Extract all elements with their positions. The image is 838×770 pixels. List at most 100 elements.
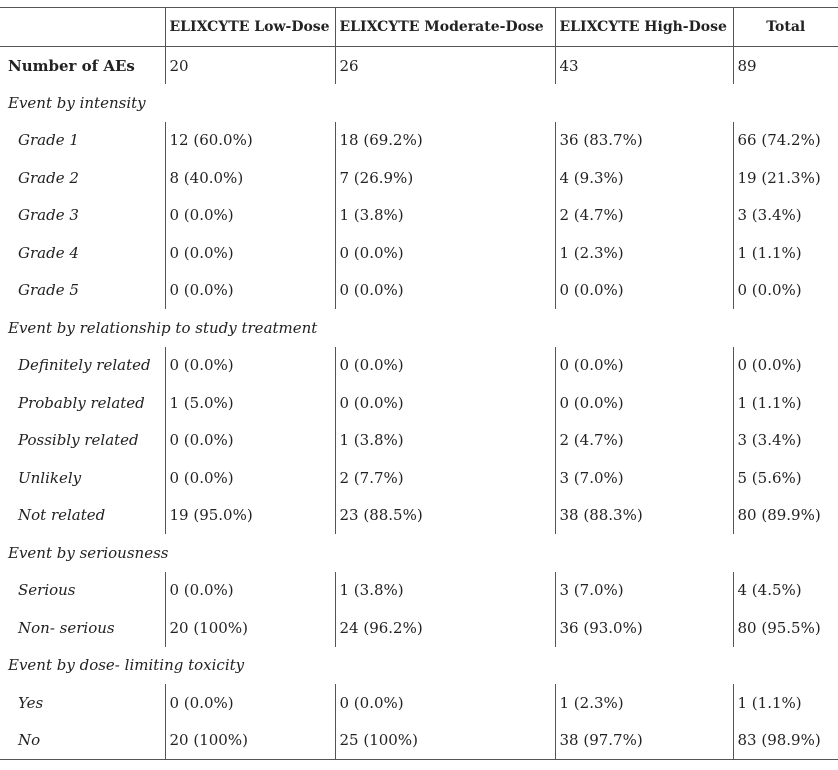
row-label: Probably related bbox=[18, 393, 145, 412]
cell-value: 4 (4.5%) bbox=[732, 571, 838, 609]
row-label: Grade 1 bbox=[18, 131, 79, 150]
cell-value: 0 (0.0%) bbox=[334, 346, 555, 384]
cell-value: 0 (0.0%) bbox=[554, 346, 733, 384]
cell-value: 38 (88.3%) bbox=[554, 496, 733, 534]
table-row: Number of AEs 20 26 43 89 bbox=[0, 46, 838, 84]
table-row: Yes 0 (0.0%) 0 (0.0%) 1 (2.3%) 1 (1.1%) bbox=[0, 684, 838, 722]
cell-value: 24 (96.2%) bbox=[334, 609, 555, 647]
cell-value: 1 (3.8%) bbox=[334, 196, 555, 234]
row-label: Grade 3 bbox=[18, 206, 79, 225]
cell-value: 0 (0.0%) bbox=[164, 421, 335, 459]
column-header: Total bbox=[732, 7, 838, 47]
table-row: Grade 3 0 (0.0%) 1 (3.8%) 2 (4.7%) 3 (3.4%) bbox=[0, 196, 838, 234]
cell-value: 8 (40.0%) bbox=[164, 159, 335, 197]
cell-value: 1 (2.3%) bbox=[554, 234, 733, 272]
cell-value: 0 (0.0%) bbox=[334, 384, 555, 422]
cell-value: 0 (0.0%) bbox=[334, 271, 555, 309]
cell-value: 3 (7.0%) bbox=[554, 571, 733, 609]
cell-value: 83 (98.9%) bbox=[732, 721, 838, 759]
cell-value: 5 (5.6%) bbox=[732, 459, 838, 497]
cell-value: 3 (3.4%) bbox=[732, 196, 838, 234]
cell-value: 18 (69.2%) bbox=[334, 121, 555, 159]
cell-value: 12 (60.0%) bbox=[164, 121, 335, 159]
row-label: Serious bbox=[18, 581, 76, 600]
cell-value: 19 (21.3%) bbox=[732, 159, 838, 197]
row-label: Grade 4 bbox=[18, 243, 79, 262]
cell-value: 0 (0.0%) bbox=[164, 196, 335, 234]
cell-value: 36 (83.7%) bbox=[554, 121, 733, 159]
cell-value: 80 (95.5%) bbox=[732, 609, 838, 647]
row-label: Definitely related bbox=[18, 356, 151, 375]
table-row: Definitely related 0 (0.0%) 0 (0.0%) 0 (0.0… bbox=[0, 346, 838, 384]
cell-value: 3 (7.0%) bbox=[554, 459, 733, 497]
table-row: Event by dose- limiting toxicity bbox=[0, 647, 838, 685]
cell-value: 1 (1.1%) bbox=[732, 234, 838, 272]
cell-value: 1 (2.3%) bbox=[554, 684, 733, 722]
cell-value: 1 (3.8%) bbox=[334, 571, 555, 609]
cell-value: 20 (100%) bbox=[164, 609, 335, 647]
cell-value: 0 (0.0%) bbox=[334, 684, 555, 722]
table-row: Unlikely 0 (0.0%) 2 (7.7%) 3 (7.0%) 5 (5.6%) bbox=[0, 459, 838, 497]
cell-value: 1 (1.1%) bbox=[732, 684, 838, 722]
cell-value: 66 (74.2%) bbox=[732, 121, 838, 159]
column-header: ELIXCYTE Moderate-Dose bbox=[334, 7, 555, 47]
table-row: Serious 0 (0.0%) 1 (3.8%) 3 (7.0%) 4 (4.5%) bbox=[0, 571, 838, 609]
table-row: Grade 2 8 (40.0%) 7 (26.9%) 4 (9.3%) 19 (21.… bbox=[0, 159, 838, 197]
row-label: Number of AEs bbox=[8, 56, 135, 75]
table-row: No 20 (100%) 25 (100%) 38 (97.7%) 83 (98.9%) bbox=[0, 721, 838, 759]
cell-value: 26 bbox=[334, 46, 555, 84]
row-label: Non- serious bbox=[18, 618, 115, 637]
cell-value: 1 (5.0%) bbox=[164, 384, 335, 422]
page: ELIXCYTE Low-Dose ELIXCYTE Moderate-Dose E… bbox=[0, 7, 838, 770]
column-header: ELIXCYTE High-Dose bbox=[554, 7, 733, 47]
cell-value: 0 (0.0%) bbox=[732, 346, 838, 384]
row-label: Yes bbox=[18, 693, 44, 712]
section-label: Event by seriousness bbox=[8, 543, 169, 562]
cell-value: 0 (0.0%) bbox=[164, 459, 335, 497]
cell-value: 3 (3.4%) bbox=[732, 421, 838, 459]
cell-value: 0 (0.0%) bbox=[554, 271, 733, 309]
table-row: Probably related 1 (5.0%) 0 (0.0%) 0 (0.0%)… bbox=[0, 384, 838, 422]
row-label: Not related bbox=[18, 506, 106, 525]
cell-value: 1 (1.1%) bbox=[732, 384, 838, 422]
cell-value: 0 (0.0%) bbox=[164, 346, 335, 384]
cell-value: 0 (0.0%) bbox=[554, 384, 733, 422]
table-row: Not related 19 (95.0%) 23 (88.5%) 38 (88.3%… bbox=[0, 496, 838, 534]
column-header: ELIXCYTE Low-Dose bbox=[164, 7, 335, 47]
cell-value: 4 (9.3%) bbox=[554, 159, 733, 197]
table-body: Number of AEs 20 26 43 89 Event by intensity G… bbox=[0, 46, 838, 759]
cell-value: 0 (0.0%) bbox=[164, 684, 335, 722]
cell-value: 89 bbox=[732, 46, 838, 84]
cell-value: 0 (0.0%) bbox=[334, 234, 555, 272]
table-row: Grade 1 12 (60.0%) 18 (69.2%) 36 (83.7%) 66 … bbox=[0, 121, 838, 159]
cell-value: 2 (4.7%) bbox=[554, 196, 733, 234]
cell-value: 0 (0.0%) bbox=[164, 271, 335, 309]
corner-cell bbox=[0, 8, 165, 47]
cell-value: 0 (0.0%) bbox=[164, 234, 335, 272]
cell-value: 25 (100%) bbox=[334, 721, 555, 759]
row-label: No bbox=[18, 731, 41, 749]
header-row: ELIXCYTE Low-Dose ELIXCYTE Moderate-Dose E… bbox=[0, 7, 838, 47]
row-label: Unlikely bbox=[18, 468, 82, 487]
cell-value: 43 bbox=[554, 46, 733, 84]
table-row: Event by seriousness bbox=[0, 534, 838, 572]
row-label: Grade 2 bbox=[18, 168, 79, 187]
section-label: Event by relationship to study treatment bbox=[8, 318, 318, 337]
cell-value: 20 bbox=[164, 46, 335, 84]
cell-value: 2 (7.7%) bbox=[334, 459, 555, 497]
cell-value: 80 (89.9%) bbox=[732, 496, 838, 534]
table-row: Event by relationship to study treatment bbox=[0, 309, 838, 347]
cell-value: 2 (4.7%) bbox=[554, 421, 733, 459]
cell-value: 0 (0.0%) bbox=[732, 271, 838, 309]
cell-value: 0 (0.0%) bbox=[164, 571, 335, 609]
cell-value: 38 (97.7%) bbox=[554, 721, 733, 759]
row-label: Possibly related bbox=[18, 431, 139, 450]
table-row: Non- serious 20 (100%) 24 (96.2%) 36 (93.0%… bbox=[0, 609, 838, 647]
cell-value: 20 (100%) bbox=[164, 721, 335, 759]
table-row: Possibly related 0 (0.0%) 1 (3.8%) 2 (4.7%)… bbox=[0, 421, 838, 459]
table-header: ELIXCYTE Low-Dose ELIXCYTE Moderate-Dose E… bbox=[0, 7, 838, 47]
ae-table: ELIXCYTE Low-Dose ELIXCYTE Moderate-Dose E… bbox=[0, 7, 838, 760]
cell-value: 1 (3.8%) bbox=[334, 421, 555, 459]
